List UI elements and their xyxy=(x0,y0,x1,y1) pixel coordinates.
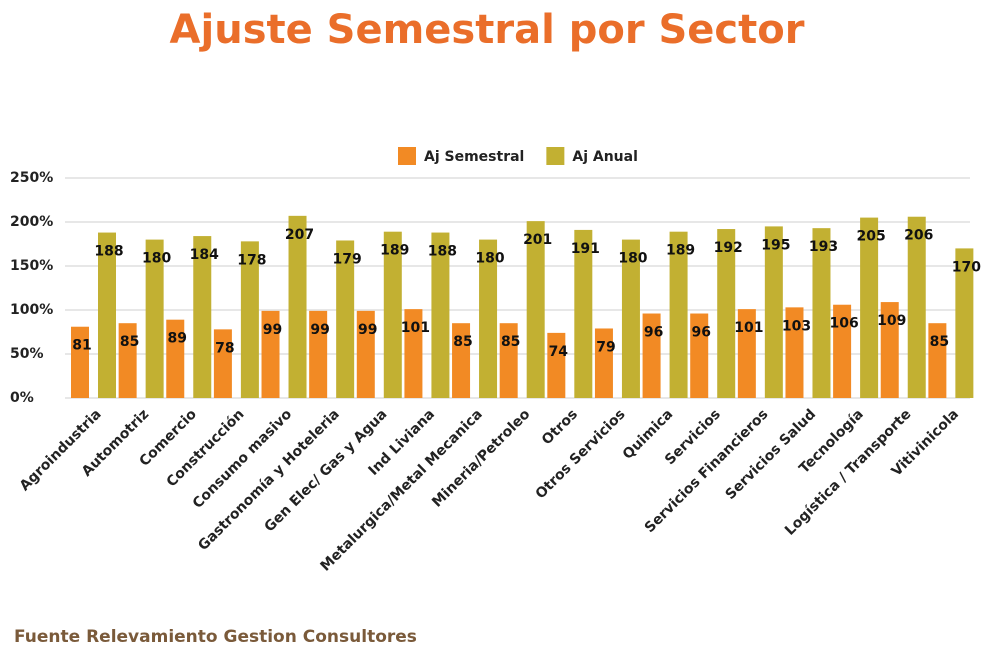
data-label: 85 xyxy=(120,334,139,350)
bar xyxy=(526,221,545,398)
bar xyxy=(145,239,164,398)
legend-swatch xyxy=(546,147,565,165)
bar xyxy=(928,323,947,398)
data-label: 180 xyxy=(618,251,647,267)
bar xyxy=(309,310,328,398)
data-label: 106 xyxy=(829,316,858,332)
data-label: 188 xyxy=(94,244,123,260)
data-label: 205 xyxy=(856,229,885,245)
data-label: 184 xyxy=(190,247,219,263)
bar xyxy=(717,229,736,398)
footnote: Fuente Relevamiento Gestion Consultores xyxy=(14,627,417,647)
bar xyxy=(452,323,471,398)
bar xyxy=(621,239,640,398)
bar xyxy=(880,302,899,398)
bar xyxy=(213,329,232,398)
bar xyxy=(499,323,518,398)
y-tick-label: 0% xyxy=(10,390,34,406)
data-label: 179 xyxy=(333,251,362,267)
legend-label: Aj Anual xyxy=(572,149,638,165)
bar xyxy=(860,217,879,398)
legend-swatch xyxy=(398,147,416,165)
bar xyxy=(594,328,613,398)
bar xyxy=(907,216,926,398)
x-tick-label: Agroindustria xyxy=(17,406,105,494)
data-label: 192 xyxy=(714,240,743,256)
bar xyxy=(118,323,137,398)
bar xyxy=(356,310,375,398)
data-label: 180 xyxy=(475,251,504,267)
bar xyxy=(431,232,450,398)
y-tick-label: 100% xyxy=(10,302,53,318)
x-tick-label: Servicios Salud xyxy=(723,406,820,503)
bar xyxy=(288,215,307,398)
data-label: 85 xyxy=(930,334,949,350)
data-label: 193 xyxy=(809,239,838,255)
bar xyxy=(812,228,831,398)
data-label: 96 xyxy=(644,325,663,341)
data-label: 78 xyxy=(215,340,234,356)
bar xyxy=(336,240,355,398)
data-label: 189 xyxy=(380,243,409,259)
data-label: 85 xyxy=(501,334,520,350)
bar xyxy=(479,239,498,398)
y-tick-label: 250% xyxy=(10,170,53,186)
bar xyxy=(669,231,688,398)
y-tick-label: 150% xyxy=(10,258,53,274)
x-tick-label: Otros Servicios xyxy=(533,406,629,502)
data-label: 99 xyxy=(310,322,329,338)
data-label: 96 xyxy=(691,325,710,341)
data-label: 195 xyxy=(761,237,790,253)
data-label: 99 xyxy=(263,322,282,338)
data-label: 191 xyxy=(571,241,600,257)
x-tick-label: Otros xyxy=(539,406,581,448)
data-label: 206 xyxy=(904,228,933,244)
bar xyxy=(166,319,185,398)
bar xyxy=(737,309,756,398)
bar xyxy=(690,313,709,398)
bar xyxy=(98,232,116,398)
chart-title: Ajuste Semestral por Sector xyxy=(170,7,805,53)
data-label: 180 xyxy=(142,251,171,267)
bar xyxy=(193,236,212,398)
data-label: 74 xyxy=(549,344,569,360)
data-label: 207 xyxy=(285,227,314,243)
y-tick-label: 200% xyxy=(10,214,53,230)
data-label: 101 xyxy=(734,320,763,336)
bar xyxy=(574,229,593,398)
data-label: 103 xyxy=(782,318,811,334)
data-label: 99 xyxy=(358,322,377,338)
data-label: 170 xyxy=(952,259,981,275)
bar xyxy=(785,307,804,398)
data-label: 101 xyxy=(401,320,430,336)
data-label: 85 xyxy=(453,334,472,350)
bar xyxy=(764,226,783,398)
data-label: 178 xyxy=(237,252,266,268)
bar xyxy=(240,241,259,398)
bar xyxy=(261,310,280,398)
legend-label: Aj Semestral xyxy=(424,149,524,165)
bar xyxy=(547,332,566,398)
bar xyxy=(383,231,402,398)
bar xyxy=(71,326,89,398)
data-label: 89 xyxy=(168,331,187,347)
data-label: 201 xyxy=(523,232,552,248)
data-label: 79 xyxy=(596,339,615,355)
bar xyxy=(955,248,974,398)
bar xyxy=(642,313,661,398)
bar xyxy=(833,304,852,398)
bar xyxy=(404,309,423,398)
data-label: 81 xyxy=(72,338,91,354)
data-label: 189 xyxy=(666,243,695,259)
data-label: 188 xyxy=(428,244,457,260)
data-label: 109 xyxy=(877,313,906,329)
y-tick-label: 50% xyxy=(10,346,44,362)
